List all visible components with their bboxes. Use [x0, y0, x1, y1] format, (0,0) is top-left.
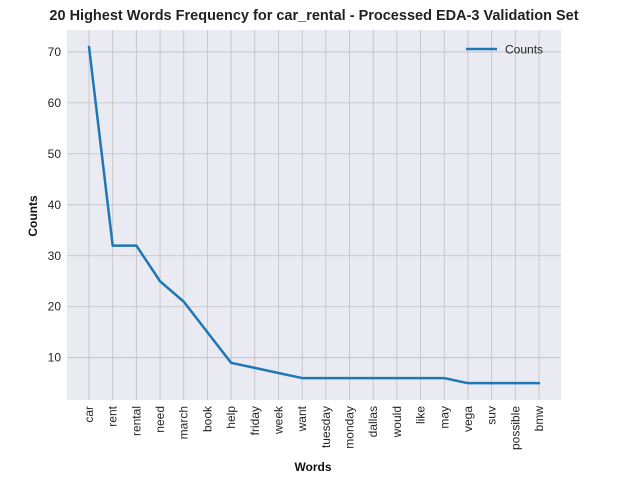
- y-tick-label: 30: [48, 249, 62, 263]
- y-tick-label: 70: [48, 45, 62, 59]
- y-axis-label: Counts: [26, 195, 40, 237]
- x-axis-ticks: car rent rental need march book help friday week…: [82, 405, 546, 450]
- x-tick-label: rent: [106, 405, 120, 426]
- x-tick-label: book: [200, 405, 214, 432]
- x-axis-label: Words: [294, 460, 331, 474]
- y-tick-label: 10: [48, 351, 62, 365]
- x-tick-label: want: [295, 405, 309, 432]
- series-line: [87, 45, 541, 385]
- x-tick-label: car: [82, 406, 96, 423]
- chart-title: 20 Highest Words Frequency for car_renta…: [49, 8, 579, 24]
- x-tick-label: bmw: [532, 406, 546, 432]
- x-tick-label: would: [390, 406, 404, 438]
- x-tick-label: march: [177, 406, 191, 439]
- x-tick-label: monday: [343, 406, 357, 449]
- y-tick-label: 20: [48, 300, 62, 314]
- grid-lines: [67, 30, 561, 400]
- x-tick-label: vega: [461, 406, 475, 432]
- x-tick-label: week: [271, 405, 285, 435]
- x-tick-label: tuesday: [319, 406, 333, 448]
- legend: Counts: [466, 43, 543, 57]
- plot-area: [67, 30, 561, 400]
- series-lines: [87, 45, 541, 385]
- x-tick-label: possible: [508, 406, 522, 450]
- y-axis-ticks: 10 20 30 40 50 60 70: [48, 45, 62, 365]
- x-tick-label: like: [414, 406, 428, 424]
- x-tick-label: rental: [129, 406, 143, 436]
- x-tick-label: dallas: [366, 406, 380, 437]
- x-tick-label: may: [437, 406, 451, 429]
- y-tick-label: 40: [48, 198, 62, 212]
- x-tick-label: help: [224, 406, 238, 429]
- x-tick-label: suv: [485, 406, 499, 425]
- x-tick-label: need: [153, 406, 167, 433]
- x-tick-label: friday: [248, 406, 262, 435]
- legend-label: Counts: [505, 43, 543, 57]
- y-tick-label: 60: [48, 96, 62, 110]
- y-tick-label: 50: [48, 147, 62, 161]
